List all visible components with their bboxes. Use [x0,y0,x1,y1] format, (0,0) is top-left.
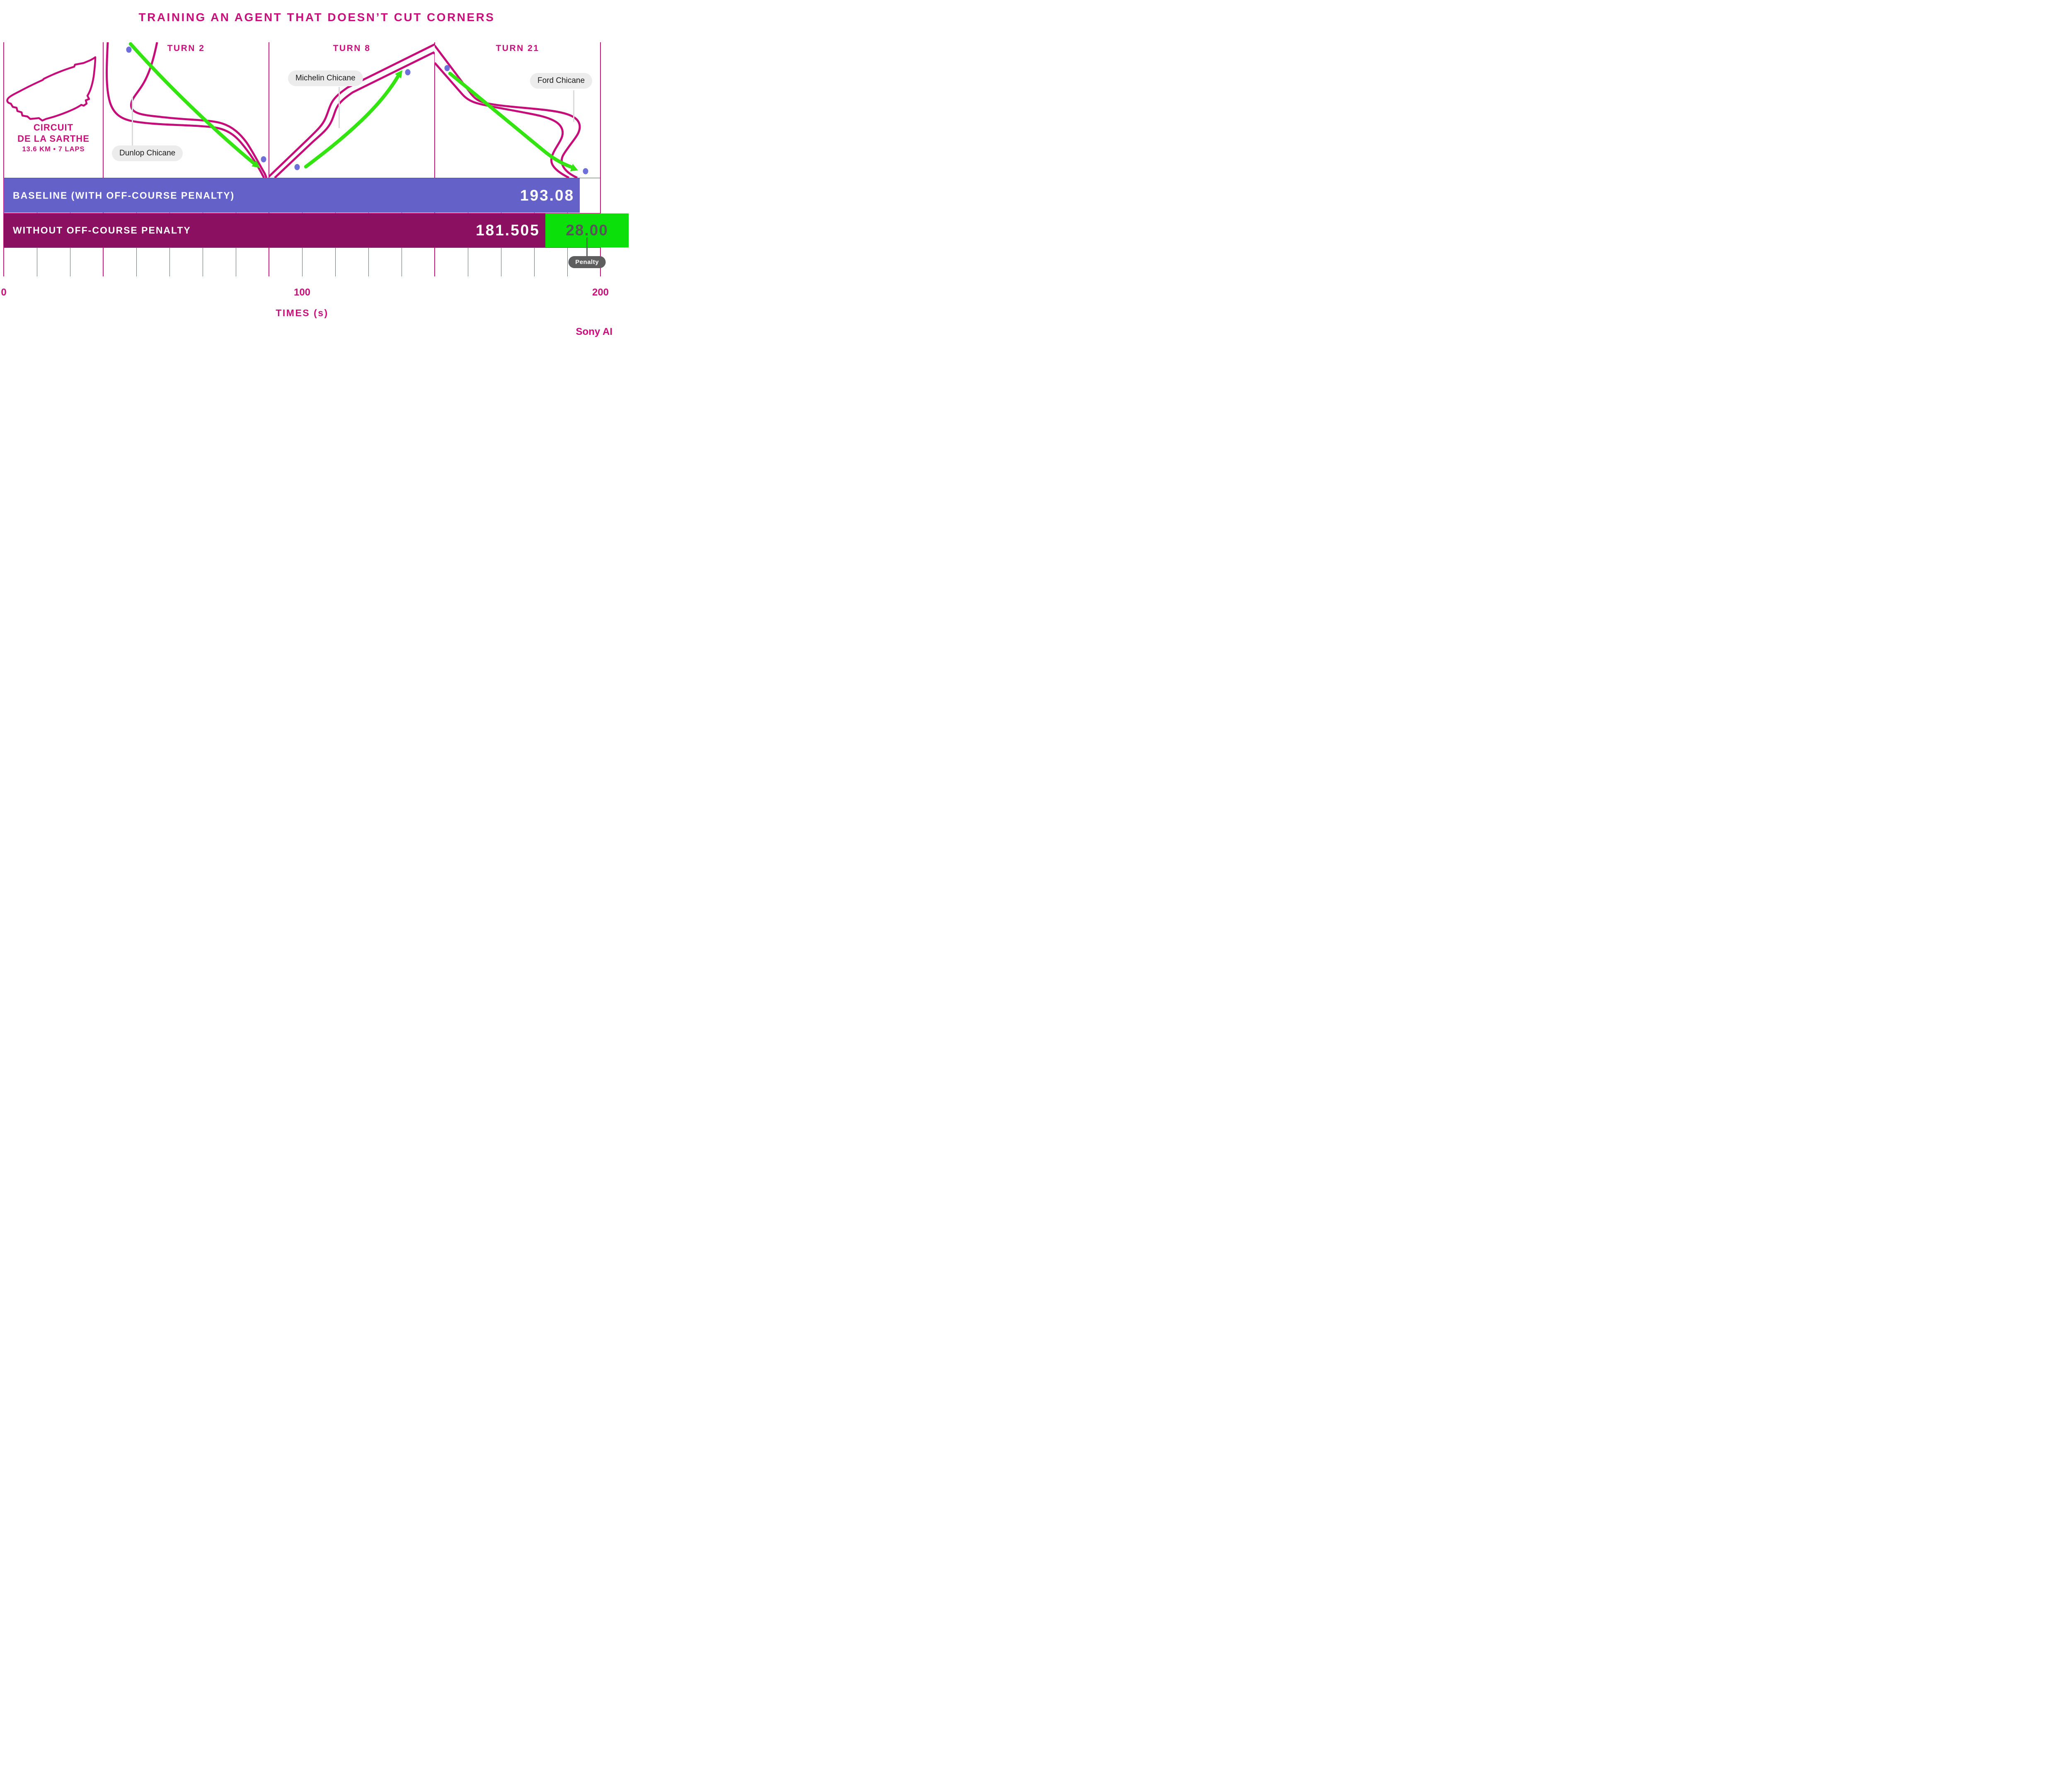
turn2-chicane-pill: Dunlop Chicane [112,145,183,161]
turn8-end-waypoint-dot [405,69,411,75]
penalty-leader-line [586,237,588,257]
circuit-caption: CIRCUIT DE LA SARTHE 13.6 KM • 7 LAPS [4,122,103,154]
turn21-chicane-leader-line [573,90,574,122]
x-tick-100: 100 [293,287,311,298]
turn2-arrowhead [252,160,260,168]
bar-without-penalty-value: 181.505 [476,222,540,239]
turn21-panel: TURN 21 Ford Chicane [435,42,600,178]
circuit-name-line1: CIRCUIT [33,122,74,133]
x-tick-0: 0 [1,287,7,298]
turn2-diagram [106,42,268,178]
turn2-chicane-leader-line [132,97,133,145]
chart-title: TRAINING AN AGENT THAT DOESN’T CUT CORNE… [138,11,495,24]
bar-without-penalty-label: WITHOUT OFF-COURSE PENALTY [13,225,191,236]
major-gridline [103,42,104,276]
circuit-map-panel: CIRCUIT DE LA SARTHE 13.6 KM • 7 LAPS [4,42,103,178]
penalty-pill: Penalty [568,256,606,268]
turn8-chicane-pill: Michelin Chicane [288,70,363,86]
bar-baseline-value: 193.08 [520,186,575,204]
bar-without-penalty: WITHOUT OFF-COURSE PENALTY 181.505 [4,213,545,247]
turn8-track-inner [274,51,435,178]
turn8-title: TURN 8 [333,44,371,53]
turn2-panel: TURN 2 Dunlop Chicane [103,42,269,178]
turn8-arrowhead [395,70,402,79]
turn21-arrowhead [570,164,578,172]
turn8-chicane-leader-line [339,87,340,128]
circuit-track-path [6,56,97,122]
turn21-diagram [435,45,588,178]
turn21-start-waypoint-dot [444,65,450,71]
turn2-track-inner [130,42,268,178]
circuit-name-line2: DE LA SARTHE [17,133,90,144]
turn2-title: TURN 2 [167,44,205,53]
bar-baseline-label: BASELINE (WITH OFF-COURSE PENALTY) [13,190,235,201]
turn21-chicane-pill: Ford Chicane [530,73,593,89]
turn8-panel: TURN 8 Michelin Chicane [269,42,435,178]
major-gridline [600,42,601,276]
x-tick-200: 200 [592,287,609,298]
turn2-start-waypoint-dot [126,46,132,53]
major-gridline [434,42,435,276]
turn21-title: TURN 21 [496,44,540,53]
x-axis-label: TIMES (s) [276,307,329,318]
turn2-racing-line-arrow [128,42,256,165]
circuit-map-outline [6,56,97,122]
infographic-canvas: TRAINING AN AGENT THAT DOESN’T CUT CORNE… [0,0,634,356]
circuit-meta: 13.6 KM • 7 LAPS [22,145,85,153]
turn8-road-fill [269,44,435,178]
turn8-racing-line-arrow [304,74,400,169]
turn21-track-inner [435,62,570,178]
turn8-track-outer [269,43,435,177]
turn2-end-waypoint-dot [261,156,266,162]
turn21-end-waypoint-dot [583,168,588,174]
turn8-start-waypoint-dot [294,164,300,170]
major-gridline [3,42,4,276]
bar-bottom-rule [4,247,601,248]
sony-ai-logo: Sony AI [576,326,612,337]
turn2-track-outer [106,42,265,178]
turn21-racing-line-arrow [448,72,574,169]
penalty-segment-value: 28.00 [566,222,608,239]
turn8-diagram [269,43,435,178]
bar-baseline: BASELINE (WITH OFF-COURSE PENALTY) 193.0… [4,178,580,213]
